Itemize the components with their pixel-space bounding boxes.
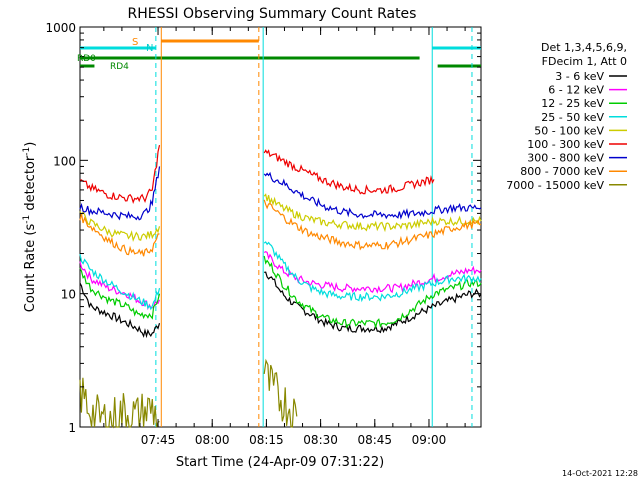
footer-date: 14-Oct-2021 12:28 [562, 469, 638, 478]
legend: Det 1,3,4,5,6,9, FDecim 1, Att 0 3 - 6 k… [506, 41, 627, 192]
x-tick-label: 07:45 [141, 433, 176, 447]
y-label-tail: detector [23, 155, 38, 215]
legend-header-1: Det 1,3,4,5,6,9, [541, 41, 627, 54]
legend-label: 3 - 6 keV [555, 70, 604, 83]
series-layer [79, 144, 482, 429]
y-label-end: ) [23, 142, 38, 147]
legend-label: 800 - 7000 keV [520, 165, 604, 178]
legend-label: 300 - 800 keV [527, 152, 604, 165]
status-bars [80, 39, 481, 68]
y-label-main: Count Rate (s [23, 224, 38, 313]
x-tick-label: 09:00 [412, 433, 447, 447]
legend-label: 50 - 100 keV [534, 124, 604, 137]
series-line-7 [79, 166, 161, 221]
legend-label: 7000 - 15000 keV [506, 179, 604, 192]
series-line-2 [263, 251, 482, 294]
legend-label: 6 - 12 keV [548, 84, 604, 97]
x-tick-label: 08:15 [249, 433, 284, 447]
y-axis-label: Count Rate (s-1 detector-1) [22, 142, 38, 313]
rd0-label: RD0 [77, 54, 96, 64]
rd4-label: RD4 [110, 62, 129, 72]
legend-label: 12 - 25 keV [541, 97, 604, 110]
series-line-1 [264, 271, 482, 334]
series-line-4 [79, 253, 161, 311]
vertical-markers [155, 27, 473, 427]
x-tick-label: 08:30 [303, 433, 338, 447]
y-tick-label: 1 [68, 421, 76, 435]
series-line-8 [263, 199, 481, 251]
y-axis: 1 10 100 1000 [45, 21, 481, 435]
series-line-4 [263, 241, 482, 303]
night-label: N [146, 43, 153, 54]
x-axis-label: Start Time (24-Apr-09 07:31:22) [176, 455, 384, 470]
y-tick-label: 100 [53, 154, 76, 168]
series-line-5 [79, 211, 161, 242]
y-label-sup: -1 [22, 215, 32, 224]
x-axis: 07:45 08:00 08:15 08:30 08:45 09:00 [103, 27, 466, 447]
legend-header-2: FDecim 1, Att 0 [542, 55, 627, 68]
x-tick-label: 08:00 [195, 433, 230, 447]
legend-label: 100 - 300 keV [527, 138, 604, 151]
series-line-8 [79, 213, 160, 257]
series-line-9 [79, 377, 160, 429]
y-tick-label: 1000 [45, 21, 76, 35]
y-label-sup2: -1 [22, 147, 32, 156]
legend-label: 25 - 50 keV [541, 111, 604, 124]
plot-frame [79, 26, 482, 428]
saa-label: S [132, 37, 138, 48]
series-line-7 [263, 171, 482, 220]
chart-title: RHESSI Observing Summary Count Rates [128, 6, 417, 22]
x-tick-label: 08:45 [357, 433, 392, 447]
series-line-1 [79, 282, 161, 339]
series-line-5 [263, 193, 482, 233]
series-line-6 [263, 149, 435, 195]
series-line-3 [263, 255, 482, 329]
series-line-3 [79, 267, 161, 320]
y-tick-label: 10 [61, 288, 76, 302]
series-line-6 [79, 144, 161, 205]
series-line-9 [263, 358, 298, 428]
